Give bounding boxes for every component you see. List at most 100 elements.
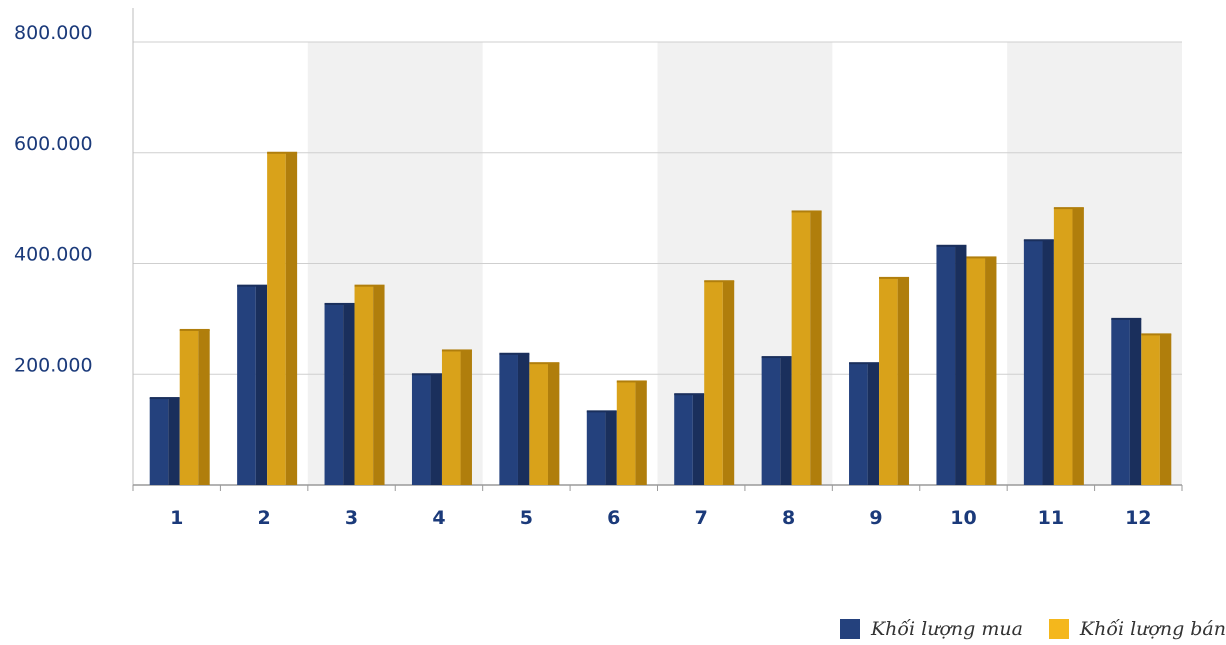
bar-side <box>373 285 385 485</box>
legend-label-buy: Khối lượng mua <box>870 618 1023 640</box>
bar-sell <box>179 328 210 485</box>
bar-top <box>179 328 210 331</box>
bar-top <box>1111 317 1142 320</box>
bar-top <box>586 410 617 413</box>
legend: Khối lượng mua Khối lượng bán <box>814 614 1226 644</box>
y-tick-label: 400.000 <box>14 244 93 266</box>
bar-top <box>354 284 385 287</box>
bar-side <box>897 277 910 485</box>
bar-face <box>1023 240 1043 485</box>
x-tick-label: 10 <box>950 507 976 529</box>
bar-top <box>441 349 472 352</box>
bar-sell <box>704 280 735 485</box>
bar-buy <box>324 302 355 485</box>
x-tick-label: 12 <box>1125 507 1151 529</box>
bar-face <box>791 211 811 485</box>
bar-buy <box>586 410 617 485</box>
bar-side <box>198 329 210 485</box>
bar-sell <box>354 284 385 485</box>
gridlines <box>133 41 1182 375</box>
bar-face <box>237 285 256 485</box>
bar-top <box>616 380 647 383</box>
bar-side <box>867 363 880 485</box>
bar-buy <box>674 393 705 485</box>
bar-top <box>267 151 298 154</box>
bar-side <box>780 357 792 485</box>
bar-top <box>966 256 997 259</box>
y-tick-label: 800.000 <box>14 22 93 44</box>
bar-face <box>966 257 986 485</box>
bar-face <box>761 357 781 485</box>
bar-side <box>547 363 560 485</box>
bar-buy <box>1111 317 1142 485</box>
bar-face <box>267 152 286 485</box>
bar-side <box>1072 208 1084 485</box>
bar-buy <box>237 284 268 485</box>
bar-face <box>529 363 548 485</box>
bar-buy <box>1023 239 1054 485</box>
bar-buy <box>936 244 967 485</box>
bar-side <box>168 398 180 485</box>
bar-sell <box>791 210 822 485</box>
bar-top <box>936 244 967 247</box>
x-tick-label: 11 <box>1038 507 1064 529</box>
x-tick-label: 4 <box>432 507 445 529</box>
x-tick-label: 1 <box>170 507 183 529</box>
bar-side <box>635 381 647 485</box>
bar-side <box>692 394 705 485</box>
bar-side <box>1159 334 1172 485</box>
bar-face <box>441 350 461 485</box>
bar-top <box>237 284 268 287</box>
bar-buy <box>849 362 880 485</box>
bar-sell <box>441 349 472 485</box>
bar-face <box>1111 318 1130 485</box>
bar-face <box>1141 334 1160 485</box>
legend-item-sell: Khối lượng bán <box>1048 618 1226 640</box>
bar-top <box>791 210 822 213</box>
bar-side <box>1129 318 1142 485</box>
bar-buy <box>411 373 442 485</box>
bar-side <box>460 350 472 485</box>
bar-top <box>761 356 792 359</box>
bar-top <box>324 302 355 305</box>
bar-side <box>285 152 298 485</box>
bar-top <box>674 393 705 396</box>
bar-sell <box>616 380 647 485</box>
legend-label-sell: Khối lượng bán <box>1079 618 1226 640</box>
bar-face <box>879 277 898 485</box>
bar-sell <box>879 276 910 485</box>
legend-swatch-buy <box>839 619 860 639</box>
bar-sell <box>966 256 997 485</box>
x-tick-label: 3 <box>345 507 358 529</box>
bar-side <box>430 374 442 485</box>
bar-sell <box>267 151 298 485</box>
x-tick-label: 6 <box>607 507 620 529</box>
bar-sell <box>529 362 560 485</box>
bar-buy <box>149 397 180 485</box>
bar-face <box>704 281 723 485</box>
legend-swatch-sell <box>1048 619 1069 639</box>
bar-face <box>616 381 636 485</box>
bar-top <box>879 276 910 279</box>
bar-buy <box>761 356 792 485</box>
bar-face <box>324 303 344 485</box>
bar-side <box>517 353 530 485</box>
x-tick-label: 8 <box>782 507 795 529</box>
bar-top <box>849 362 880 365</box>
bar-side <box>722 281 735 485</box>
bar-side <box>985 257 997 485</box>
y-tick-label: 200.000 <box>14 354 93 376</box>
bar-sell <box>1141 333 1172 485</box>
bar-sell <box>1053 207 1084 485</box>
bar-side <box>255 285 268 485</box>
bar-face <box>411 374 431 485</box>
bar-face <box>1053 208 1073 485</box>
x-tick-labels: 1 2 3 4 5 6 7 8 9 10 11 12 <box>170 507 1151 529</box>
bar-face <box>674 394 693 485</box>
bar-top <box>411 373 442 376</box>
bar-side <box>1042 240 1054 485</box>
x-tick-label: 2 <box>258 507 271 529</box>
bar-side <box>343 303 355 485</box>
legend-item-buy: Khối lượng mua <box>839 618 1023 640</box>
